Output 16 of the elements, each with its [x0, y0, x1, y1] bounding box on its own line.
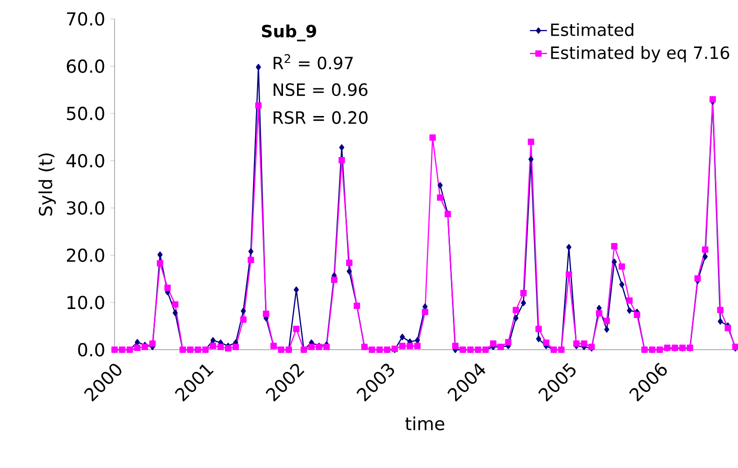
annotation: R$^{2}$ = 0.97: [274, 54, 353, 70]
x-axis-title: time: [405, 416, 444, 430]
legend-label: Estimated: [551, 22, 634, 36]
legend-label: Estimated by eq 7.16: [551, 46, 730, 62]
y-tick-label: 10.0: [68, 296, 104, 310]
y-tick-label: 70.0: [67, 12, 104, 26]
y-tick-label: 40.0: [66, 154, 104, 168]
y-tick-label: 20.0: [66, 248, 104, 262]
y-tick-label: 30.0: [66, 201, 104, 215]
annotation: NSE = 0.96: [274, 83, 368, 96]
annotation: Sub_9: [262, 24, 316, 42]
y-tick-label: 0.0: [78, 342, 104, 356]
y-tick-label: 60.0: [66, 59, 104, 73]
annotation: RSR = 0.20: [274, 111, 368, 124]
y-tick-label: 50.0: [66, 106, 104, 120]
y-axis-title: Syld (t): [38, 153, 56, 216]
